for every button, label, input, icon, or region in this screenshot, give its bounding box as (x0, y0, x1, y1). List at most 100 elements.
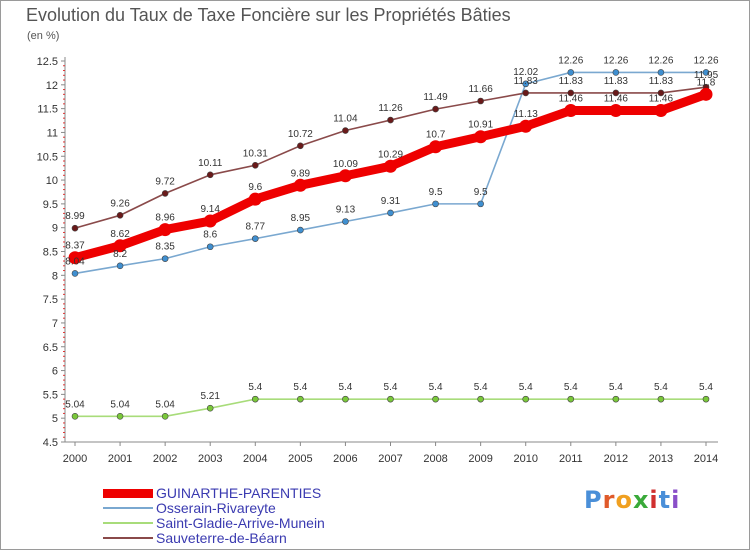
series-layer (68, 69, 713, 420)
data-point (251, 161, 259, 169)
data-point (432, 200, 439, 208)
data-label: 12.26 (558, 55, 583, 66)
data-label: 11.46 (559, 94, 584, 105)
data-label: 9.26 (110, 198, 130, 209)
legend-item-guinarthe-parenties: GUINARTHE-PARENTIES (103, 485, 321, 501)
unit-label: (en %) (27, 30, 60, 42)
data-label: 8.37 (65, 241, 85, 252)
data-point (297, 226, 304, 234)
y-tick-label: 10 (46, 175, 58, 187)
data-label: 5.4 (519, 382, 533, 393)
data-point (297, 395, 304, 403)
data-point (248, 192, 262, 206)
x-tick-label: 2005 (288, 453, 312, 465)
data-point (116, 412, 124, 420)
y-tick-label: 9 (52, 223, 58, 235)
data-label: 5.21 (200, 391, 220, 402)
chart-title: Evolution du Taux de Taxe Foncière sur l… (26, 5, 511, 25)
data-point (158, 223, 172, 237)
data-point (702, 395, 710, 403)
value-labels: 8.37 8.62 8.96 9.14 9.6 9.89 10.09 10.29 10.7 10.… (65, 55, 719, 410)
legend-item-osserain-rivareyte: Osserain-Rivareyte (103, 500, 276, 516)
data-point (113, 239, 127, 253)
data-label: 8.35 (155, 242, 175, 253)
data-label: 10.29 (378, 149, 403, 160)
data-label: 9.72 (155, 176, 175, 187)
y-tick-label: 8 (52, 270, 58, 282)
x-tick-label: 2014 (694, 453, 718, 465)
data-point (432, 105, 439, 113)
data-label: 9.14 (200, 204, 220, 215)
data-label: 5.4 (564, 382, 578, 393)
x-tick-label: 2000 (63, 453, 87, 465)
data-point (567, 395, 575, 403)
data-point (612, 69, 620, 76)
y-tick-label: 12 (46, 80, 58, 92)
y-tick-label: 6 (52, 366, 58, 378)
legend-swatch (103, 488, 153, 498)
data-point (116, 262, 124, 270)
y-tick-label: 8.5 (43, 247, 58, 259)
data-label: 5.4 (338, 382, 352, 393)
data-point (699, 87, 713, 101)
data-label: 9.89 (291, 168, 311, 179)
x-tick-label: 2004 (243, 453, 267, 465)
data-point (567, 69, 575, 76)
data-label: 11.66 (468, 84, 493, 95)
y-tick-label: 11.5 (37, 104, 58, 116)
data-point (116, 212, 124, 219)
data-label: 12.26 (693, 55, 718, 66)
data-label: 8.6 (203, 230, 217, 241)
y-tick-label: 9.5 (43, 199, 58, 211)
data-point (293, 178, 307, 192)
data-point (206, 171, 214, 179)
y-tick-label: 6.5 (43, 342, 58, 354)
data-point (251, 395, 259, 403)
data-label: 10.11 (198, 158, 223, 169)
data-point (342, 218, 349, 225)
data-label: 5.4 (609, 382, 623, 393)
data-label: 9.13 (336, 204, 356, 215)
proxiti-logo: Proxiti (584, 486, 681, 514)
data-point (68, 251, 82, 265)
data-point (203, 214, 217, 228)
data-label: 10.91 (468, 120, 493, 131)
data-label: 12.26 (648, 55, 673, 66)
data-label: 8.04 (65, 256, 85, 267)
data-label: 5.4 (699, 382, 713, 393)
legend-item-sauveterre-de-bearn: Sauveterre-de-Béarn (103, 530, 287, 546)
data-point (297, 142, 304, 150)
data-label: 9.6 (248, 182, 262, 193)
legend-swatch (103, 522, 153, 524)
x-tick-label: 2013 (649, 453, 673, 465)
data-label: 10.72 (288, 129, 313, 140)
series-osserain-rivareyte (71, 69, 710, 277)
data-point (206, 404, 214, 412)
y-tick-label: 10.5 (37, 151, 58, 163)
data-label: 8.62 (110, 229, 130, 240)
data-point (477, 200, 484, 208)
data-point (71, 224, 79, 232)
data-point (612, 395, 620, 403)
y-tick-label: 12.5 (37, 56, 58, 68)
data-label: 9.5 (429, 187, 443, 198)
x-tick-label: 2001 (108, 453, 132, 465)
data-point (522, 395, 530, 403)
data-label: 11.46 (649, 94, 674, 105)
data-label: 11.8 (697, 77, 716, 88)
data-point (342, 395, 349, 403)
data-label: 12.26 (603, 55, 628, 66)
y-tick-label: 7.5 (43, 294, 58, 306)
data-point (338, 169, 352, 183)
data-point (702, 69, 710, 76)
legend-label: Saint-Gladie-Arrive-Munein (156, 515, 325, 531)
data-label: 11.83 (604, 76, 629, 87)
x-tick-label: 2002 (153, 453, 177, 465)
data-label: 8.96 (155, 213, 175, 224)
data-label: 9.31 (381, 196, 401, 207)
data-label: 5.4 (654, 382, 668, 393)
x-axis: 2000 2001 2002 2003 2004 2005 2006 2007 2008 2009… (63, 441, 718, 465)
data-point (387, 209, 394, 217)
data-label: 11.13 (514, 109, 539, 120)
